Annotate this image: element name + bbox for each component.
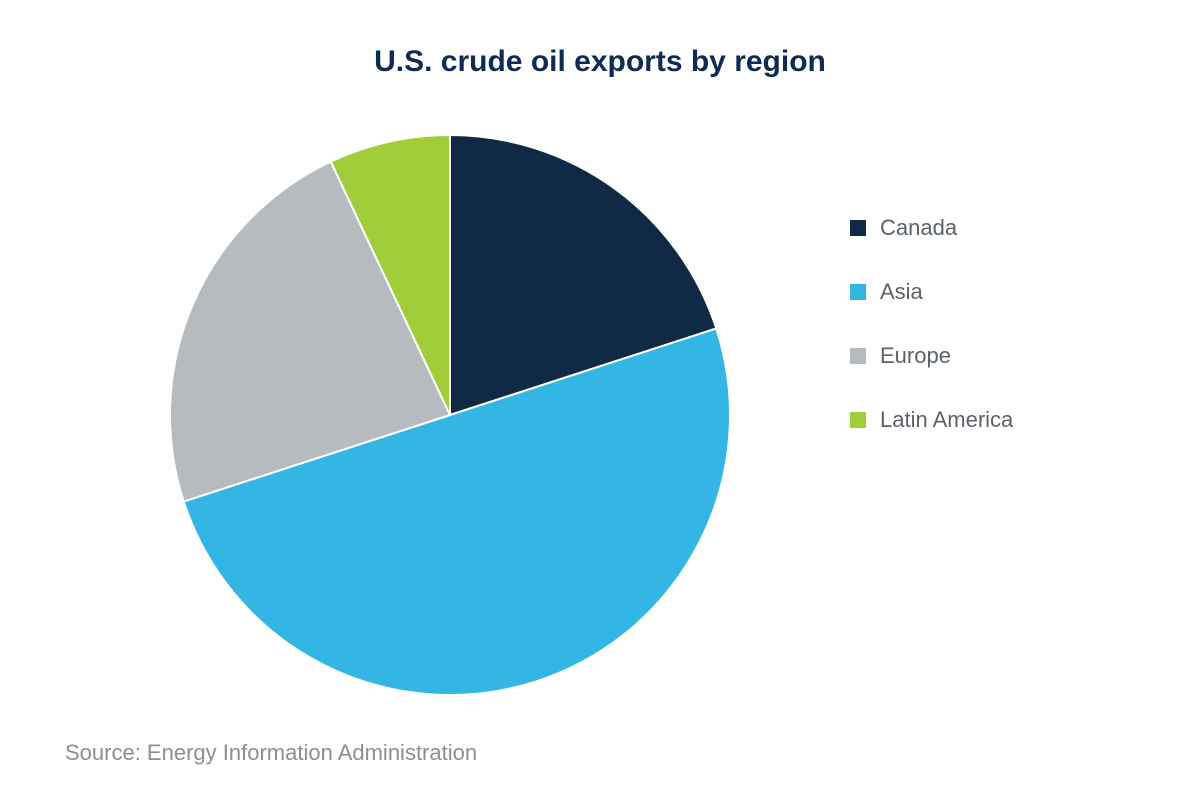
pie-chart bbox=[168, 133, 732, 702]
legend-label: Canada bbox=[880, 215, 957, 241]
legend-swatch bbox=[850, 220, 866, 236]
legend-swatch bbox=[850, 348, 866, 364]
legend-swatch bbox=[850, 412, 866, 428]
legend-item-asia: Asia bbox=[850, 279, 1013, 305]
pie-svg bbox=[168, 133, 732, 697]
source-text: Source: Energy Information Administratio… bbox=[65, 740, 477, 766]
legend-label: Europe bbox=[880, 343, 951, 369]
legend-item-europe: Europe bbox=[850, 343, 1013, 369]
legend-swatch bbox=[850, 284, 866, 300]
legend-item-latin-america: Latin America bbox=[850, 407, 1013, 433]
legend-label: Asia bbox=[880, 279, 923, 305]
chart-title: U.S. crude oil exports by region bbox=[0, 45, 1200, 79]
legend-item-canada: Canada bbox=[850, 215, 1013, 241]
legend-label: Latin America bbox=[880, 407, 1013, 433]
legend: Canada Asia Europe Latin America bbox=[850, 215, 1013, 471]
